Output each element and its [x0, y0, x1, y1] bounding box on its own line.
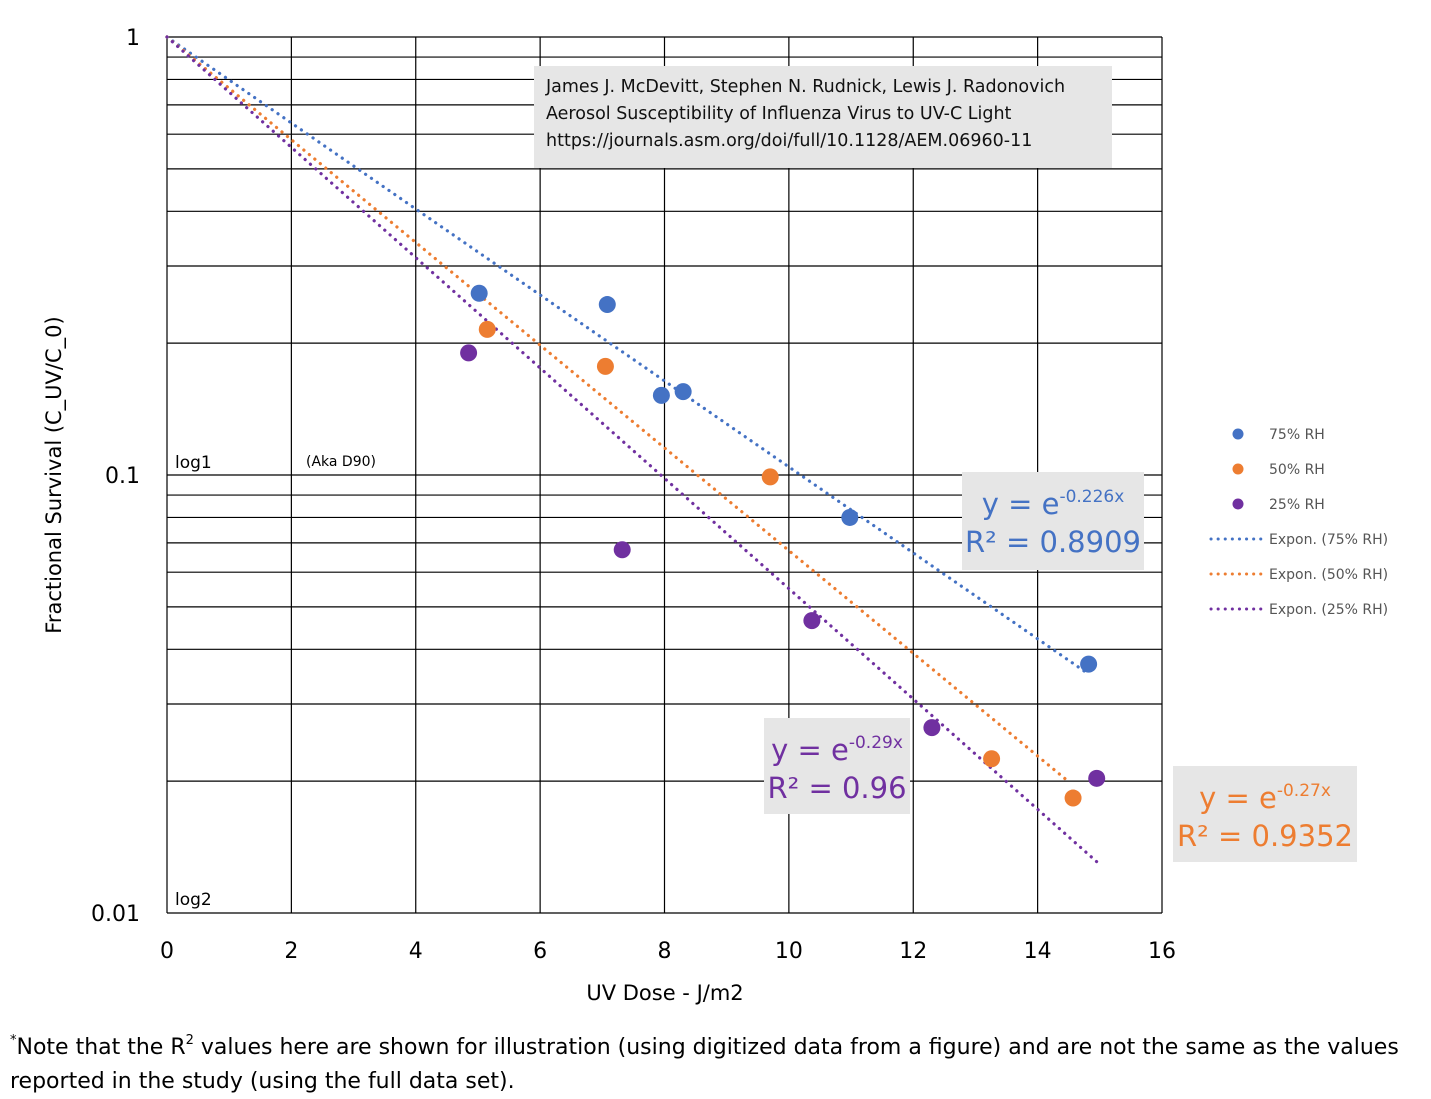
x-tick-label: 10	[775, 939, 803, 964]
legend-label: Expon. (25% RH)	[1269, 602, 1388, 618]
annotation-aka-d90: (Aka D90)	[306, 454, 376, 470]
footnote-star: *	[10, 1033, 17, 1048]
data-points	[460, 284, 1106, 807]
data-point	[803, 612, 821, 630]
equation-50rh: y = e-0.27x	[1199, 781, 1331, 815]
equation-box-75rh: y = e-0.226x R² = 0.8909	[962, 472, 1144, 570]
citation-url: https://journals.asm.org/doi/full/10.112…	[546, 131, 1033, 151]
x-tick-label: 2	[284, 939, 298, 964]
legend-marker	[1232, 498, 1244, 510]
citation-title: Aerosol Susceptibility of Influenza Viru…	[546, 104, 1012, 124]
legend-label: 75% RH	[1269, 427, 1325, 443]
data-point	[470, 284, 488, 302]
legend-label: Expon. (50% RH)	[1269, 567, 1388, 583]
trendline	[165, 35, 1089, 675]
annotation-log2: log2	[175, 890, 212, 910]
data-point	[478, 320, 496, 338]
data-point	[983, 750, 1001, 768]
r2-50rh: R² = 0.9352	[1177, 819, 1353, 853]
data-point	[613, 541, 631, 559]
legend-label: 50% RH	[1269, 462, 1325, 478]
citation-authors: James J. McDevitt, Stephen N. Rudnick, L…	[546, 77, 1066, 97]
data-point	[1064, 789, 1082, 807]
data-point	[923, 719, 941, 737]
r2-25rh: R² = 0.96	[767, 771, 907, 805]
x-tick-label: 4	[409, 939, 423, 964]
x-tick-label: 16	[1148, 939, 1176, 964]
y-axis-title: Fractional Survival (C_UV/C_0)	[42, 316, 67, 633]
trendlines	[165, 35, 1102, 867]
x-tick-label: 12	[899, 939, 927, 964]
data-point	[596, 357, 614, 375]
y-tick-label: 0.01	[91, 902, 140, 927]
legend-marker	[1232, 428, 1244, 440]
footnote: *Note that the R2 values here are shown …	[10, 1033, 1399, 1094]
data-point	[1080, 655, 1098, 673]
r2-75rh: R² = 0.8909	[965, 525, 1141, 559]
data-point	[761, 468, 779, 486]
x-tick-label: 14	[1024, 939, 1052, 964]
equation-box-25rh: y = e-0.29x R² = 0.96	[764, 718, 910, 814]
legend-label: Expon. (75% RH)	[1269, 532, 1388, 548]
tick-labels: 0 2 4 6 8 10 12 14 16 1 0.1 0.01	[91, 26, 1176, 964]
annotation-log1: log1	[175, 453, 212, 473]
data-point	[674, 383, 692, 401]
legend-marker	[1232, 463, 1244, 475]
data-point	[841, 508, 859, 526]
equation-box-50rh: y = e-0.27x R² = 0.9352	[1173, 766, 1357, 862]
y-tick-label: 0.1	[105, 464, 140, 489]
legend-label: 25% RH	[1269, 497, 1325, 513]
x-tick-label: 6	[533, 939, 547, 964]
legend: 75% RH 50% RH 25% RH Expon. (75% RH) Expon. …	[1209, 427, 1388, 618]
citation-box: James J. McDevitt, Stephen N. Rudnick, L…	[534, 66, 1112, 168]
data-point	[1088, 769, 1106, 787]
x-tick-label: 8	[658, 939, 672, 964]
data-point	[598, 296, 616, 314]
x-tick-label: 0	[160, 939, 174, 964]
x-axis-title: UV Dose - J/m2	[586, 981, 743, 1005]
equation-75rh: y = e-0.226x	[981, 487, 1125, 521]
data-point	[652, 386, 670, 404]
equation-25rh: y = e-0.29x	[771, 733, 903, 767]
data-point	[460, 344, 478, 362]
y-tick-label: 1	[126, 26, 140, 51]
trendline	[165, 35, 1102, 867]
